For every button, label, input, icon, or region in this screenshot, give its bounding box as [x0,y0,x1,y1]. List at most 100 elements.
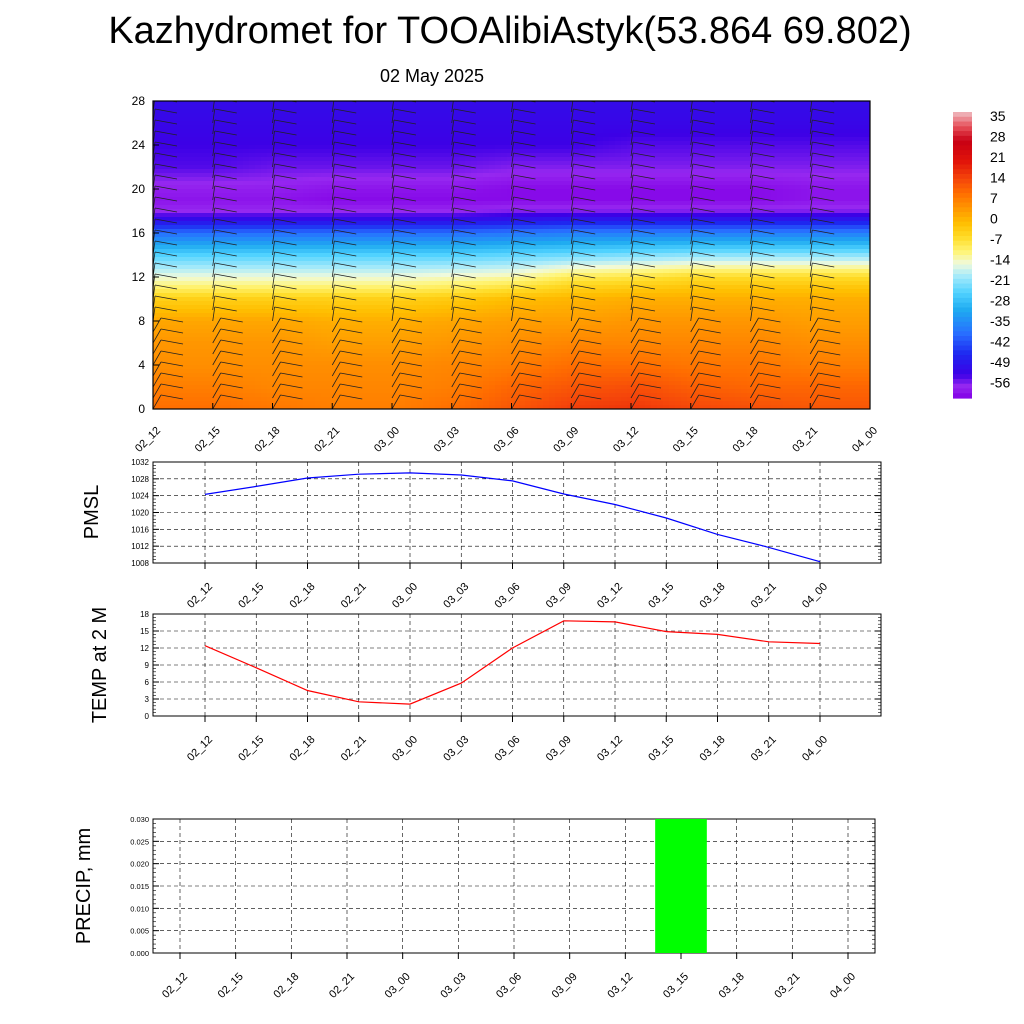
heat-cell [195,101,202,106]
heat-cell [369,265,376,270]
heat-cell [231,321,238,326]
heat-cell [291,197,298,202]
heat-cell [351,317,358,322]
heat-cell [249,393,256,398]
heat-cell [519,257,526,262]
heat-cell [327,373,334,378]
heat-cell [459,389,466,394]
heat-cell [327,277,334,282]
heat-cell [363,245,370,250]
heat-cell [207,253,214,258]
heat-cell [339,289,346,294]
heat-cell [201,161,208,166]
heat-cell [309,329,316,334]
heat-cell [237,329,244,334]
heat-cell [501,301,508,306]
heat-cell [435,337,442,342]
heat-cell [519,201,526,206]
heat-cell [279,149,286,154]
heat-cell [177,249,184,254]
heat-cell [441,177,448,182]
heat-cell [381,229,388,234]
heat-cell [417,185,424,190]
heat-cell [189,145,196,150]
heat-cell [459,233,466,238]
heat-cell [381,341,388,346]
heat-cell [159,193,166,198]
heat-cell [339,165,346,170]
heat-cell [327,149,334,154]
heat-cell [375,329,382,334]
heat-cell [207,113,214,118]
heat-cell [453,225,460,230]
heat-cell [279,361,286,366]
heat-cell [225,281,232,286]
heat-cell [507,245,514,250]
heat-cell [243,333,250,338]
heat-cell [465,193,472,198]
heat-cell [483,133,490,138]
heat-cell [477,329,484,334]
heat-cell [165,205,172,210]
heat-cell [507,165,514,170]
heat-cell [171,177,178,182]
heat-cell [441,353,448,358]
heat-cell [411,341,418,346]
heat-cell [201,401,208,406]
heat-cell [423,301,430,306]
heat-cell [357,217,364,222]
heat-cell [453,109,460,114]
heat-cell [333,325,340,330]
heat-cell [363,253,370,258]
heat-cell [537,277,544,282]
heat-cell [213,349,220,354]
heat-cell [351,157,358,162]
heat-cell [333,365,340,370]
heat-cell [357,329,364,334]
heat-cell [285,269,292,274]
heat-cell [489,401,496,406]
heat-cell [249,213,256,218]
heat-cell [333,169,340,174]
heat-cell [291,153,298,158]
heat-cell [213,233,220,238]
heat-cell [393,277,400,282]
heat-cell [165,313,172,318]
heat-cell [441,365,448,370]
heat-cell [231,405,238,409]
heat-cell [393,113,400,118]
heat-cell [447,373,454,378]
heat-cell [429,377,436,382]
heat-cell [303,293,310,298]
heat-cell [183,157,190,162]
heat-cell [183,161,190,166]
heat-cell [309,301,316,306]
heat-cell [351,109,358,114]
heat-cell [315,201,322,206]
heat-cell [237,121,244,126]
heat-cell [309,141,316,146]
heat-cell [231,141,238,146]
heat-cell [399,253,406,258]
heat-cell [399,117,406,122]
heat-cell [411,173,418,178]
heat-cell [525,101,532,106]
heat-cell [273,317,280,322]
heat-cell [285,297,292,302]
heat-cell [375,393,382,398]
heat-cell [333,341,340,346]
heat-cell [387,329,394,334]
heat-cell [303,389,310,394]
heat-cell [477,193,484,198]
heat-cell [201,389,208,394]
heat-cell [327,365,334,370]
heat-cell [363,341,370,346]
heat-cell [387,245,394,250]
heat-cell [207,385,214,390]
heat-cell [183,229,190,234]
heat-cell [537,213,544,218]
heat-cell [459,357,466,362]
heat-cell [471,369,478,374]
heat-cell [321,237,328,242]
heat-cell [267,249,274,254]
